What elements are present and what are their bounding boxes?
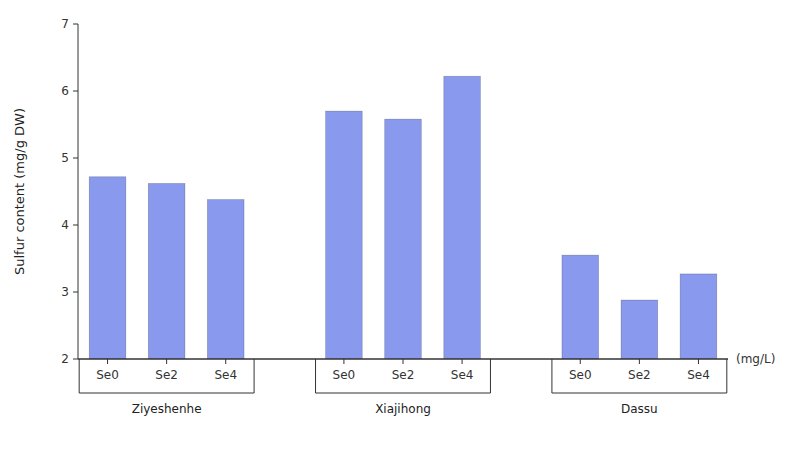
x-tick-label: Se0 [96,368,119,382]
group-bracket [79,359,254,393]
bars [89,76,717,359]
x-tick-label: Se2 [155,368,178,382]
x-tick-label: Se0 [333,368,356,382]
x-tick-label: Se4 [214,368,237,382]
x-tick-label: Se2 [628,368,651,382]
x-tick-label: Se0 [569,368,592,382]
bar [89,177,126,359]
y-tick [73,158,78,159]
group-label: Dassu [621,402,658,416]
group-bracket [316,359,491,393]
x-tick [698,359,699,364]
y-tick-label: 2 [61,352,69,366]
bar [621,300,658,359]
y-tick [73,359,78,360]
y-tick-label: 7 [61,17,69,31]
x-tick [403,359,404,364]
bar [562,255,599,359]
x-axis-unit-label: (mg/L) [736,352,775,366]
bar [326,111,363,359]
y-tick-label: 6 [61,84,69,98]
x-tick [580,359,581,364]
group-bracket [552,359,727,393]
x-tick [462,359,463,364]
bar [680,274,717,359]
y-tick-label: 3 [61,285,69,299]
group-label: Xiajihong [375,402,431,416]
y-axis-label: Sulfur content (mg/g DW) [12,108,27,275]
y-tick [73,91,78,92]
bar [207,200,244,359]
x-tick [225,359,226,364]
x-tick [343,359,344,364]
group-label: Ziyeshenhe [132,402,202,416]
y-tick [73,225,78,226]
x-tick [166,359,167,364]
x-tick [639,359,640,364]
bar [444,76,481,359]
chart-svg: 2 3 4 5 6 7 Sulfur content (mg/g DW) Se0 Se2 Se4 S… [0,0,800,451]
chart-container: 2 3 4 5 6 7 Sulfur content (mg/g DW) Se0 Se2 Se4 S… [0,0,800,451]
x-tick-label: Se2 [392,368,415,382]
y-tick [73,24,78,25]
y-axis-line [78,24,79,359]
bar [148,183,185,359]
y-tick [73,292,78,293]
y-tick-label: 5 [61,151,69,165]
x-tick-label: Se4 [451,368,474,382]
bar [385,119,422,359]
x-tick-label: Se4 [687,368,710,382]
x-tick [107,359,108,364]
y-tick-label: 4 [61,218,69,232]
